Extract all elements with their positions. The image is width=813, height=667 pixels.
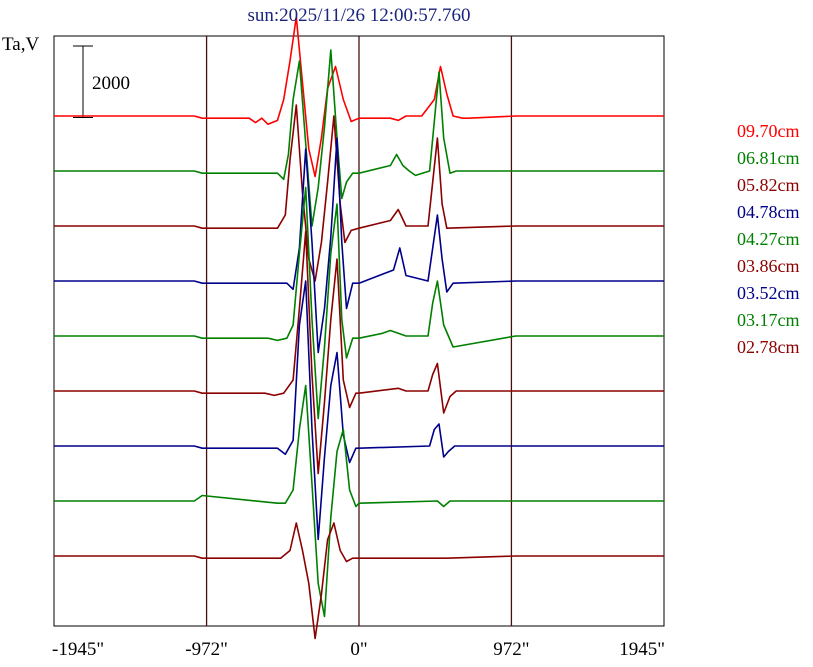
chart-title: sun:2025/11/26 12:00:57.760: [247, 5, 470, 26]
legend-item-8: 02.78cm: [737, 337, 800, 357]
x-tick-labels: -1945" -972" 0" 972" 1945": [52, 639, 665, 660]
series-line-4: [54, 186, 664, 420]
legend-item-1: 06.81cm: [737, 148, 800, 168]
legend-item-7: 03.17cm: [737, 310, 800, 330]
x-tick-label-2: 0": [350, 639, 367, 660]
legend-item-5: 03.86cm: [737, 256, 800, 276]
legend-item-4: 04.27cm: [737, 229, 800, 249]
series-line-1: [54, 49, 664, 227]
legend-item-6: 03.52cm: [737, 283, 800, 303]
series-line-0: [54, 16, 664, 178]
series-line-5: [54, 230, 664, 475]
series-line-2: [54, 104, 664, 282]
x-tick-label-0: -1945": [52, 639, 104, 660]
series-line-7: [54, 384, 664, 618]
legend: 09.70cm 06.81cm 05.82cm 04.78cm 04.27cm 03.86…: [737, 121, 800, 357]
scale-bar-label: 2000: [92, 73, 130, 94]
legend-item-2: 05.82cm: [737, 175, 800, 195]
series-traces: [54, 16, 664, 640]
y-axis-label: Ta,V: [2, 34, 39, 55]
scale-bar: 2000: [73, 45, 130, 118]
x-tick-label-3: 972": [493, 639, 529, 660]
series-line-6: [54, 280, 664, 541]
x-tick-label-1: -972": [185, 639, 228, 660]
vertical-gridlines: [205, 36, 513, 626]
x-tick-label-4: 1945": [619, 639, 665, 660]
legend-item-3: 04.78cm: [737, 202, 800, 222]
series-line-3: [54, 137, 664, 354]
series-line-8: [54, 522, 664, 640]
legend-item-0: 09.70cm: [737, 121, 800, 141]
